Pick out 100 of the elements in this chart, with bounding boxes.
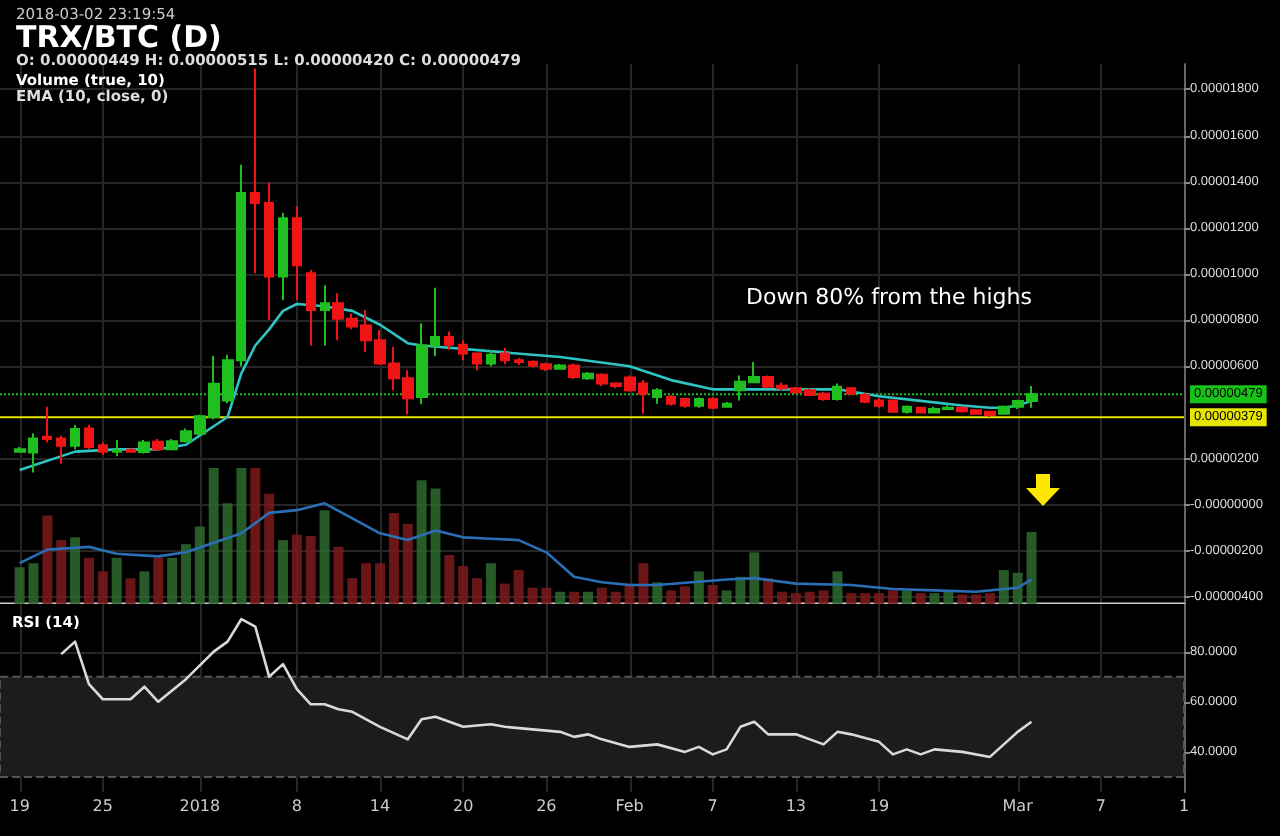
bar [305,536,316,604]
annotation: Down 80% from the highs [746,284,1033,310]
bar [319,510,330,604]
bar [111,557,122,604]
bar [749,552,760,604]
bar [388,512,399,604]
candlestick [708,396,718,410]
bar [582,591,593,604]
bar [596,587,607,604]
bar [513,570,524,604]
bar [250,468,261,604]
candlestick [250,67,260,275]
bar [874,593,885,604]
bar [83,557,94,604]
bar [278,540,288,604]
bar [375,563,386,604]
x-tick-label: 2018 [179,797,221,815]
bar [693,571,704,604]
bar [139,571,150,604]
x-tick-label: Feb [615,797,644,815]
bar [472,578,483,604]
bar [679,586,690,604]
bar [832,571,843,604]
candlestick [554,362,566,371]
bar [56,540,67,604]
bar [777,591,788,604]
bar [929,593,940,604]
x-tick-label: 7 [707,797,718,815]
candlestick [860,391,870,405]
bar [97,571,108,604]
x-tick-label: 25 [92,797,113,815]
x-tick-label: 19 [9,797,30,815]
bar [194,526,205,604]
bar [167,557,178,604]
candlestick [874,397,884,409]
bar [887,590,898,604]
candlestick [486,349,496,368]
bar [846,593,857,604]
bar [70,537,81,604]
x-tick-label: Mar [1002,797,1035,815]
x-tick-label: 13 [785,797,807,815]
bar [264,493,275,604]
x-tick-label: 20 [453,797,474,815]
candlestick [138,439,150,455]
bar [804,591,815,604]
bar [998,570,1009,604]
bar [208,468,219,604]
bar [402,523,413,604]
x-tick-label: 14 [369,797,391,815]
chart-title: TRX/BTC (D) [16,19,222,55]
bar [707,584,718,604]
candlestick [680,396,690,409]
candlestick [56,434,66,465]
bar [444,555,455,604]
bar [957,594,968,604]
candlestick [264,181,274,322]
bar [915,593,926,604]
bar [1012,572,1023,604]
bar [333,546,344,604]
candlestick [320,284,330,347]
bar [790,593,801,604]
candlestick [902,404,912,415]
candlestick [278,212,288,302]
candlestick [722,401,732,409]
candlestick [98,441,108,457]
x-tick-label: 8 [291,797,302,815]
bar [943,591,954,604]
candlestick [888,398,898,414]
candlestick [846,386,856,397]
candlestick [306,268,316,347]
bar [485,563,496,604]
candlestick [568,362,580,380]
bar [555,591,566,604]
bar [458,565,469,604]
candlestick [444,330,454,352]
bar [860,593,871,604]
bar [153,557,164,604]
bar [818,590,829,604]
candlestick [152,437,164,452]
bar [42,515,53,604]
candlestick [514,357,524,367]
bar [901,590,912,604]
x-tick-label: 19 [868,797,890,815]
candlestick [42,405,52,444]
candlestick [582,371,594,382]
bar [971,594,982,604]
bar [347,578,358,604]
candlestick [112,439,122,458]
x-tick-label: 1 [1178,797,1190,815]
candlestick [70,424,80,451]
bar [569,591,580,604]
bar [499,583,510,604]
x-tick-label: 7 [1095,797,1106,815]
bar [1026,531,1037,604]
bar [984,593,995,604]
candlestick [916,405,926,415]
candlestick [126,447,136,454]
candlestick [500,347,510,366]
bar [666,590,677,604]
bar [610,591,621,604]
